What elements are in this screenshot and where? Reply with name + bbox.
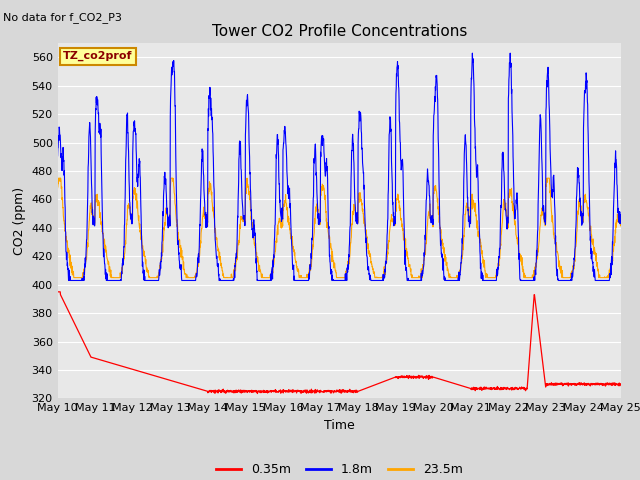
Legend: 0.35m, 1.8m, 23.5m: 0.35m, 1.8m, 23.5m xyxy=(211,458,468,480)
Text: TZ_co2prof: TZ_co2prof xyxy=(63,51,132,61)
Y-axis label: CO2 (ppm): CO2 (ppm) xyxy=(13,187,26,255)
Text: No data for f_CO2_P3: No data for f_CO2_P3 xyxy=(3,12,122,23)
X-axis label: Time: Time xyxy=(324,419,355,432)
Title: Tower CO2 Profile Concentrations: Tower CO2 Profile Concentrations xyxy=(211,24,467,39)
